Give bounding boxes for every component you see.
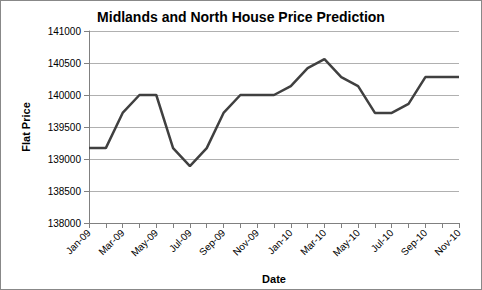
svg-text:138500: 138500 <box>48 186 82 197</box>
svg-text:Nov-09: Nov-09 <box>231 227 262 258</box>
svg-text:Sep-09: Sep-09 <box>197 227 228 258</box>
svg-text:141000: 141000 <box>48 26 82 37</box>
svg-text:May-10: May-10 <box>331 227 363 259</box>
svg-text:Jan-09: Jan-09 <box>64 227 94 257</box>
svg-text:Jan-10: Jan-10 <box>265 227 295 257</box>
svg-text:Jul-09: Jul-09 <box>167 227 194 254</box>
svg-text:Sep-10: Sep-10 <box>399 227 430 258</box>
svg-text:May-09: May-09 <box>129 227 161 259</box>
svg-text:Nov-10: Nov-10 <box>432 227 463 258</box>
svg-text:140000: 140000 <box>48 90 82 101</box>
svg-text:138000: 138000 <box>48 218 82 229</box>
svg-text:139000: 139000 <box>48 154 82 165</box>
svg-text:Flat Price: Flat Price <box>20 102 32 152</box>
svg-text:Midlands and North House Price: Midlands and North House Price Predictio… <box>97 9 385 25</box>
svg-text:Mar-10: Mar-10 <box>298 227 328 257</box>
svg-text:139500: 139500 <box>48 122 82 133</box>
svg-text:Jul-10: Jul-10 <box>369 227 396 254</box>
svg-text:140500: 140500 <box>48 58 82 69</box>
svg-text:Date: Date <box>262 273 286 285</box>
svg-text:Mar-09: Mar-09 <box>96 227 126 257</box>
